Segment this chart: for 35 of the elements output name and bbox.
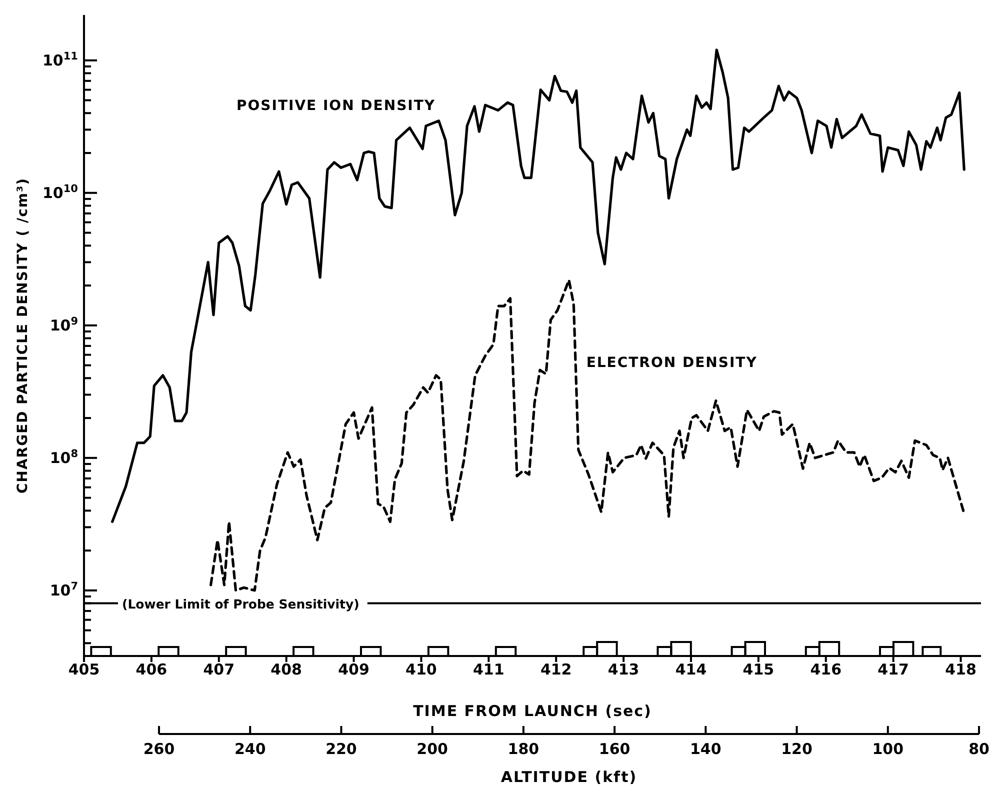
x-axis-title: TIME FROM LAUNCH (sec) (413, 702, 652, 720)
x-tick-label: 413 (608, 660, 640, 679)
y-tick-label: 10$^{8}$ (50, 448, 78, 467)
x-tick-label: 417 (878, 660, 909, 679)
x2-tick-label: 260 (143, 740, 175, 758)
x2-tick-label: 120 (781, 740, 812, 758)
x-tick-label: 410 (406, 660, 437, 679)
x-tick-label: 411 (473, 660, 504, 679)
x-tick-label: 408 (270, 660, 302, 679)
x2-tick-label: 220 (326, 740, 357, 758)
x-tick-label: 415 (742, 660, 774, 679)
x2-tick-label: 160 (598, 740, 630, 758)
x2-tick-label: 140 (690, 740, 722, 758)
x2-tick-label: 80 (968, 740, 990, 758)
x-tick-label: 407 (203, 660, 235, 679)
ref-line-label: (Lower Limit of Probe Sensitivity) (122, 596, 360, 612)
y-tick-label: 10$^{7}$ (50, 580, 78, 600)
x-tick-label: 414 (675, 660, 707, 679)
x2-tick-label: 240 (234, 740, 266, 758)
x-tick-label: 406 (136, 660, 168, 679)
x-tick-label: 409 (338, 660, 370, 679)
x2-axis-title: ALTITUDE (kft) (500, 768, 638, 786)
x-tick-label: 412 (540, 660, 572, 679)
y-tick-label: 10$^{9}$ (50, 315, 78, 334)
x2-tick-label: 100 (872, 740, 904, 758)
y-tick-label: 10$^{10}$ (42, 182, 78, 202)
x-tick-label: 418 (945, 660, 976, 679)
x2-tick-label: 200 (416, 740, 448, 758)
y-tick-label: 10$^{11}$ (42, 50, 78, 70)
x-tick-label: 405 (68, 660, 100, 679)
series-label: ELECTRON DENSITY (586, 354, 758, 371)
x-tick-label: 416 (810, 660, 842, 679)
series-label: POSITIVE ION DENSITY (236, 98, 436, 114)
x2-tick-label: 180 (508, 740, 540, 758)
y-axis-title: CHARGED PARTICLE DENSITY ( /cm³) (14, 177, 31, 494)
